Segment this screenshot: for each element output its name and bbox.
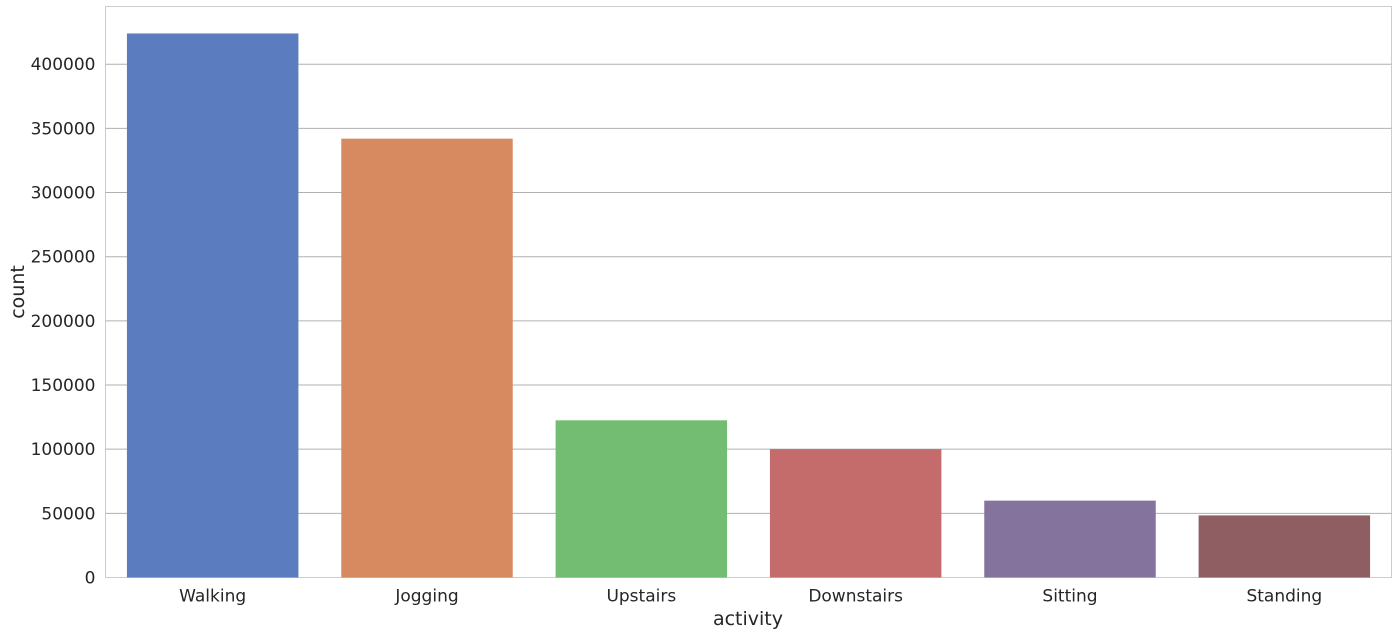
bar-walking bbox=[126, 33, 299, 578]
x-tick-label-walking: Walking bbox=[179, 587, 246, 607]
bar-standing bbox=[1198, 515, 1371, 578]
y-tick-label: 0 bbox=[85, 569, 96, 589]
x-tick-label-jogging: Jogging bbox=[394, 587, 458, 607]
bar-upstairs bbox=[555, 420, 728, 578]
y-axis-label: count bbox=[7, 265, 29, 319]
y-tick-label: 400000 bbox=[31, 55, 96, 75]
x-tick-label-sitting: Sitting bbox=[1042, 587, 1097, 607]
y-tick-label: 350000 bbox=[31, 119, 96, 139]
bars bbox=[126, 33, 1371, 578]
bar-sitting bbox=[984, 500, 1156, 578]
x-tick-label-standing: Standing bbox=[1246, 587, 1322, 607]
bar-downstairs bbox=[769, 449, 942, 578]
y-tick-label: 200000 bbox=[31, 312, 96, 332]
y-tick-label: 150000 bbox=[31, 376, 96, 396]
bar-jogging bbox=[341, 138, 513, 578]
x-tick-label-downstairs: Downstairs bbox=[808, 587, 903, 607]
y-tick-label: 50000 bbox=[41, 504, 95, 524]
x-tick-labels: Walking Jogging Upstairs Downstairs Sitting S… bbox=[179, 587, 1322, 607]
y-tick-label: 100000 bbox=[31, 440, 96, 460]
y-tick-label: 300000 bbox=[31, 184, 96, 204]
y-tick-labels: 0 50000 100000 150000 200000 250000 300000 3500… bbox=[31, 55, 96, 588]
plot-frame bbox=[105, 6, 1392, 578]
y-gridlines bbox=[105, 63, 1392, 514]
y-tick-label: 250000 bbox=[31, 248, 96, 268]
x-tick-label-upstairs: Upstairs bbox=[606, 587, 676, 607]
x-axis-label: activity bbox=[713, 608, 783, 630]
